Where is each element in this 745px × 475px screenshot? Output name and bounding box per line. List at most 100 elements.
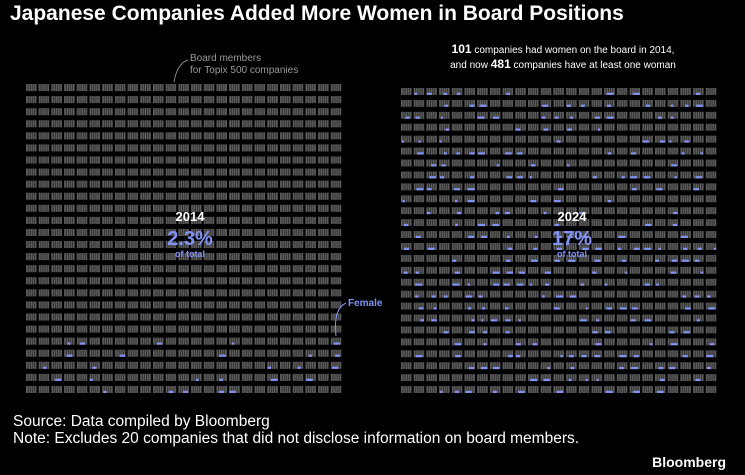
- member-divider: [44, 84, 46, 92]
- member-divider: [294, 204, 296, 212]
- member-divider: [258, 253, 260, 261]
- member-divider: [624, 195, 626, 203]
- member-divider: [275, 373, 277, 381]
- member-divider: [493, 88, 495, 95]
- female-member-mark: [414, 92, 418, 95]
- member-divider: [669, 171, 671, 179]
- member-divider: [249, 301, 251, 309]
- member-divider: [218, 180, 219, 188]
- board-block: [292, 337, 304, 345]
- member-divider: [430, 231, 431, 238]
- member-divider: [298, 216, 300, 224]
- member-divider: [120, 180, 122, 188]
- member-divider: [31, 313, 33, 321]
- member-divider: [517, 99, 518, 107]
- member-divider: [517, 147, 518, 155]
- member-divider: [271, 313, 272, 321]
- member-divider: [595, 183, 597, 191]
- board-block: [655, 231, 666, 238]
- member-divider: [84, 349, 86, 357]
- member-divider: [533, 171, 535, 179]
- board-block: [153, 253, 164, 261]
- member-divider: [53, 216, 54, 224]
- member-divider: [321, 204, 323, 212]
- member-divider: [631, 231, 633, 238]
- member-divider: [72, 313, 73, 321]
- member-divider: [171, 277, 173, 285]
- member-divider: [245, 241, 247, 249]
- member-divider: [326, 241, 327, 249]
- member-divider: [273, 385, 274, 393]
- member-divider: [309, 156, 310, 164]
- board-block: [439, 231, 450, 238]
- member-divider: [93, 120, 95, 128]
- member-divider: [644, 147, 645, 155]
- member-divider: [332, 277, 334, 285]
- board-block: [76, 180, 88, 188]
- member-divider: [42, 192, 44, 200]
- member-divider: [258, 180, 260, 188]
- member-divider: [260, 204, 262, 212]
- member-divider: [144, 216, 145, 224]
- board-block: [553, 171, 564, 179]
- member-divider: [224, 241, 226, 249]
- member-divider: [404, 219, 406, 227]
- member-divider: [584, 88, 586, 95]
- board-block: [604, 88, 615, 95]
- member-divider: [82, 84, 84, 92]
- member-divider: [557, 195, 558, 203]
- member-divider: [247, 373, 249, 381]
- member-divider: [283, 337, 285, 345]
- member-divider: [273, 84, 274, 92]
- member-divider: [262, 373, 264, 381]
- member-divider: [701, 88, 702, 95]
- board-block: [216, 265, 227, 273]
- board-block: [451, 111, 463, 119]
- member-divider: [235, 96, 236, 104]
- member-divider: [285, 337, 287, 345]
- member-divider: [447, 159, 448, 167]
- member-divider: [158, 361, 160, 369]
- member-divider: [186, 325, 188, 333]
- member-divider: [660, 231, 662, 238]
- board-block: [153, 325, 164, 333]
- member-divider: [567, 183, 569, 191]
- member-divider: [536, 183, 537, 191]
- member-divider: [531, 183, 533, 191]
- board-block: [616, 183, 628, 191]
- member-divider: [161, 241, 162, 249]
- member-divider: [466, 219, 467, 227]
- member-divider: [417, 219, 419, 227]
- board-block: [705, 135, 717, 143]
- board-block: [153, 144, 164, 152]
- member-divider: [307, 180, 308, 188]
- member-divider: [78, 265, 80, 273]
- member-divider: [309, 301, 310, 309]
- member-divider: [131, 385, 133, 393]
- member-divider: [34, 301, 35, 309]
- board-block: [114, 204, 126, 212]
- member-divider: [192, 96, 194, 104]
- member-divider: [557, 207, 558, 215]
- board-block: [140, 216, 151, 224]
- member-divider: [336, 289, 338, 297]
- member-divider: [298, 253, 300, 261]
- board-block: [305, 253, 316, 261]
- board-block: [401, 195, 412, 203]
- member-divider: [544, 123, 546, 131]
- board-block: [89, 253, 100, 261]
- member-divider: [78, 168, 80, 176]
- member-divider: [249, 204, 251, 212]
- member-divider: [298, 313, 300, 321]
- female-member-mark: [156, 342, 163, 345]
- member-divider: [300, 108, 302, 116]
- member-divider: [135, 349, 137, 357]
- board-block: [64, 180, 75, 188]
- member-divider: [220, 241, 222, 249]
- board-block: [178, 337, 189, 345]
- member-divider: [243, 144, 245, 152]
- board-block: [153, 373, 164, 381]
- board-block: [502, 171, 514, 179]
- member-divider: [478, 135, 480, 143]
- board-block: [330, 192, 342, 200]
